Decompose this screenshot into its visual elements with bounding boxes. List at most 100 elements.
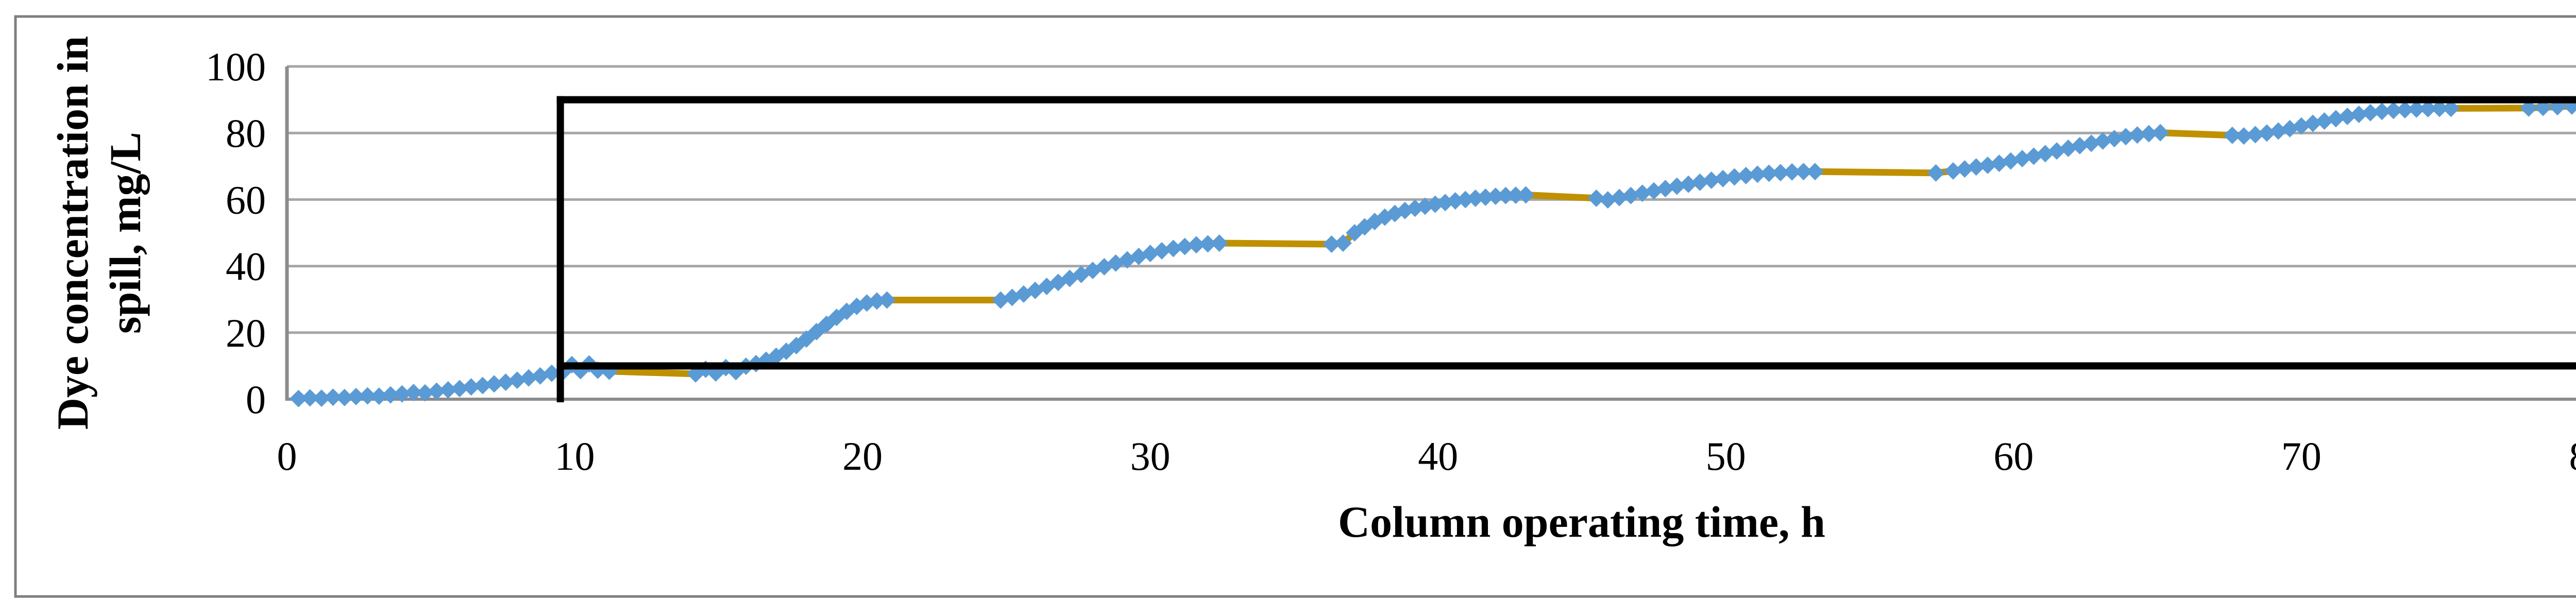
x-tick-label-20: 20 (842, 434, 883, 479)
data-point (2361, 104, 2379, 122)
data-point (1176, 237, 1194, 255)
data-point (347, 387, 365, 405)
data-point (1990, 154, 2008, 172)
data-point (1967, 158, 1985, 176)
y-tick-label-80: 80 (226, 111, 266, 156)
data-point (1979, 156, 1997, 174)
data-point (290, 389, 308, 407)
data-point (2350, 106, 2368, 124)
data-point (1760, 164, 1778, 182)
x-tick-label-10: 10 (555, 434, 595, 479)
data-point (2048, 142, 2066, 160)
data-point (2304, 114, 2322, 132)
data-point (1334, 234, 1352, 252)
data-point (1466, 189, 1484, 207)
data-point (2002, 152, 2020, 170)
data-point (335, 388, 353, 406)
data-point (1599, 191, 1617, 209)
y-tick-label-0: 0 (246, 377, 266, 422)
data-point (1691, 173, 1709, 191)
data-point (2082, 134, 2100, 152)
data-point (359, 387, 377, 405)
data-point (2025, 147, 2043, 165)
y-tick-labels: 0 20 40 60 80 100 (206, 44, 266, 422)
data-point (2235, 127, 2253, 145)
data-point (1633, 184, 1651, 202)
data-point (404, 384, 422, 402)
data-point (2292, 117, 2310, 135)
data-point (2327, 110, 2345, 128)
axis-lines (285, 66, 2576, 401)
data-point (1477, 188, 1495, 206)
data-point (1611, 189, 1629, 207)
data-point (2128, 126, 2146, 144)
data-point (1517, 186, 1535, 204)
y-tick-label-60: 60 (226, 177, 266, 222)
data-point (2140, 125, 2158, 143)
data-point (2442, 99, 2460, 117)
data-point (2151, 124, 2170, 142)
x-tick-label-70: 70 (2281, 434, 2321, 479)
data-point (1323, 235, 1341, 253)
annotation-lines (556, 96, 2576, 402)
data-point (520, 369, 538, 387)
data-point (1794, 163, 1812, 181)
x-tick-label-40: 40 (1418, 434, 1458, 479)
x-tick-label-0: 0 (277, 434, 297, 479)
data-point (1622, 186, 1640, 204)
y-tick-label-20: 20 (226, 311, 266, 355)
x-tick-label-60: 60 (1993, 434, 2033, 479)
data-point (2223, 126, 2241, 144)
x-axis-title: Column operating time, h (1338, 497, 1825, 547)
data-point (1749, 165, 1767, 183)
data-point (1956, 160, 1974, 178)
data-point (370, 387, 388, 405)
data-point (1944, 162, 1962, 180)
data-point (1497, 186, 1515, 204)
data-point (1680, 175, 1698, 193)
x-tick-label-50: 50 (1706, 434, 1746, 479)
x-tick-label-80: 80 (2569, 434, 2576, 479)
data-point (2338, 107, 2357, 125)
data-point (301, 389, 319, 407)
data-point (1095, 258, 1113, 276)
data-point (2105, 130, 2123, 148)
data-point (485, 375, 503, 393)
data-point (439, 381, 457, 399)
data-point (324, 388, 342, 406)
data-point (1164, 240, 1182, 258)
data-point (1645, 182, 1663, 200)
data-point (1783, 163, 1801, 181)
data-point (868, 292, 886, 310)
data-point (878, 291, 896, 309)
data-point (1806, 163, 1824, 181)
data-point (992, 291, 1010, 309)
data-point (2419, 100, 2437, 118)
data-point (1507, 186, 1525, 204)
data-point (462, 378, 480, 396)
data-point (2408, 100, 2426, 118)
y-axis-title-line2: spill, mg/L (100, 132, 150, 334)
data-point (497, 373, 515, 391)
data-point (2059, 139, 2077, 157)
x-tick-labels: 0102030405060708090 (277, 434, 2576, 479)
data-point (1702, 171, 1720, 189)
data-point (1587, 189, 1605, 207)
data-point (451, 380, 469, 398)
data-point (2013, 149, 2031, 167)
data-point (2036, 145, 2054, 163)
data-point (1486, 187, 1504, 205)
series-markers (290, 97, 2576, 407)
data-point (2117, 128, 2135, 146)
data-point (382, 386, 400, 404)
data-point (2258, 124, 2276, 142)
data-point (1725, 168, 1743, 186)
data-point (473, 377, 492, 395)
data-point (543, 364, 561, 382)
data-point (2315, 112, 2333, 130)
data-point (2430, 99, 2448, 117)
data-point (2373, 103, 2391, 121)
